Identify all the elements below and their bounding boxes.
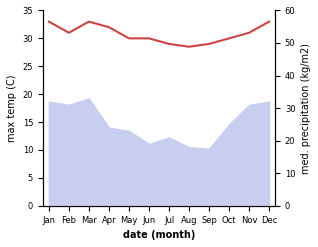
Y-axis label: med. precipitation (kg/m2): med. precipitation (kg/m2) xyxy=(301,43,311,174)
Y-axis label: max temp (C): max temp (C) xyxy=(7,74,17,142)
X-axis label: date (month): date (month) xyxy=(123,230,195,240)
